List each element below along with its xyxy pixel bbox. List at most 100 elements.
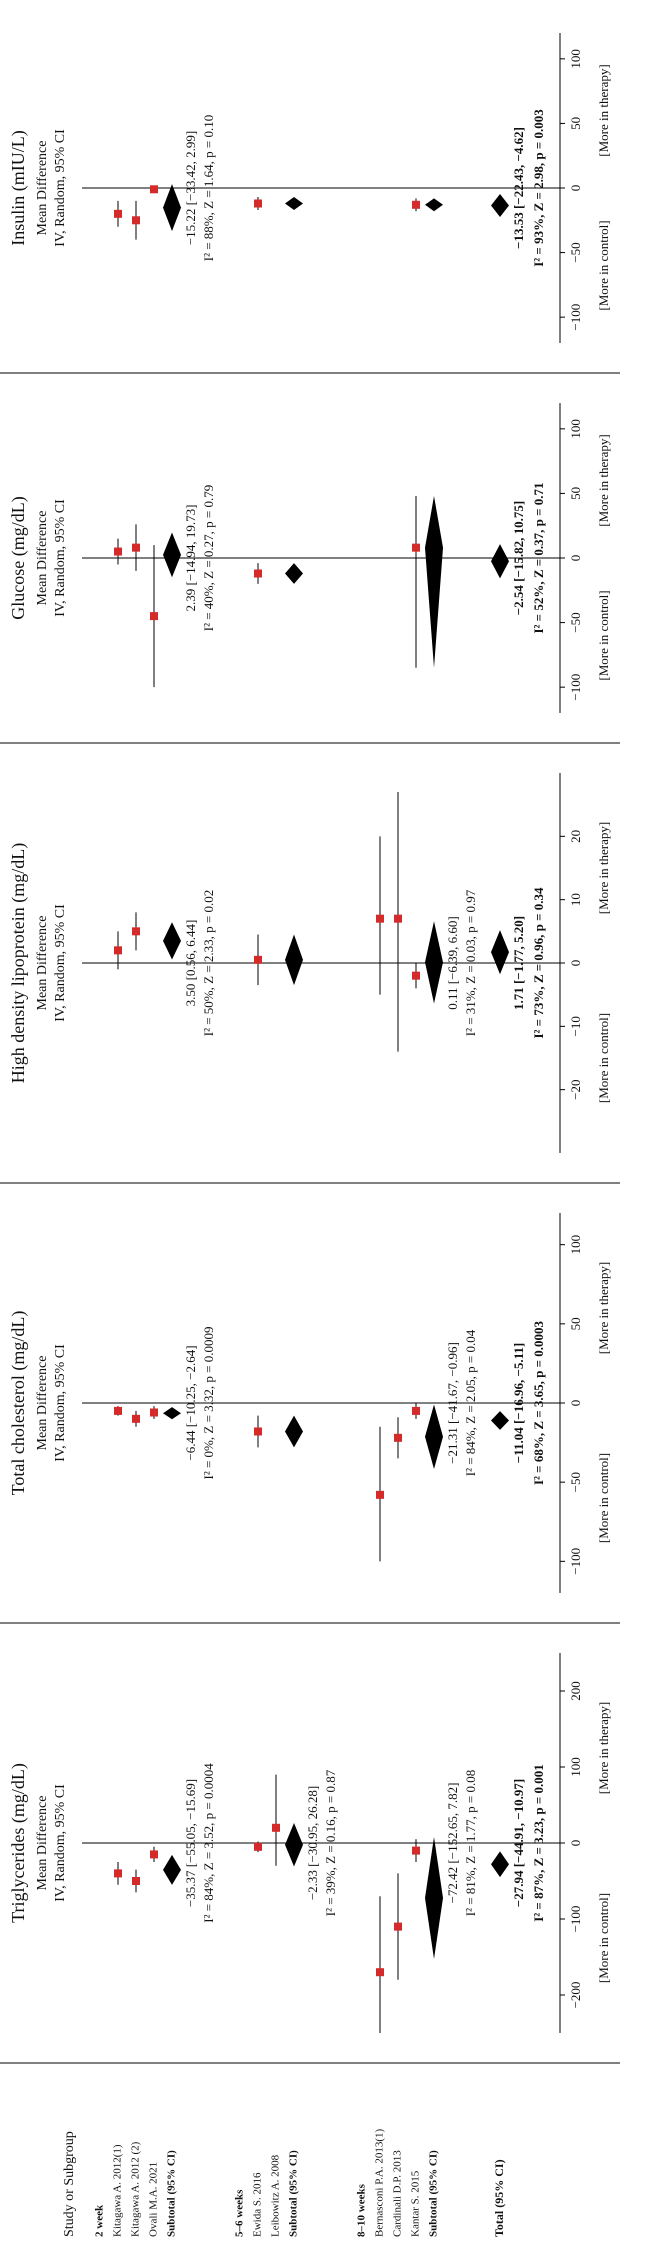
summary-stats: I² = 50%, Z = 2.33, p = 0.02: [201, 890, 216, 1037]
subtotal-label: Subtotal (95% CI): [166, 2150, 178, 2237]
direction-label: [More in control]: [596, 220, 611, 310]
x-tick-label: 0: [568, 1840, 583, 1847]
summary-diamond: [491, 1411, 509, 1430]
summary-stats: I² = 84%, Z = 3.52, p = 0.0004: [201, 1763, 216, 1923]
study-marker: [394, 914, 402, 923]
summary-diamond: [491, 1851, 509, 1878]
summary-stats: I² = 87%, Z = 3.23, p = 0.001: [531, 1764, 546, 1922]
direction-label: [More in control]: [596, 1893, 611, 1983]
panel-title: Total cholesterol (mg/dL): [8, 1311, 29, 1496]
x-tick-label: 100: [568, 1757, 583, 1777]
study-label: Ovali M.A. 2021: [148, 2162, 160, 2237]
panel-subtitle: Mean Difference: [35, 916, 50, 1011]
study-marker: [254, 1842, 262, 1851]
x-tick-label: −100: [568, 674, 583, 701]
summary-label: −21.31 [−41.67, −0.96]: [445, 1342, 460, 1464]
study-marker: [412, 1406, 420, 1415]
direction-label: [More in therapy]: [596, 434, 611, 526]
study-marker: [376, 1490, 384, 1499]
study-marker: [132, 1414, 140, 1423]
summary-label: −2.33 [−30.95, 26.28]: [305, 1786, 320, 1900]
summary-diamond: [163, 1854, 181, 1885]
x-tick-label: 0: [568, 555, 583, 562]
summary-diamond: [425, 921, 443, 1004]
x-tick-label: 0: [568, 185, 583, 192]
study-label: Kitagawa A. 2012(1): [112, 2144, 124, 2237]
summary-stats: I² = 81%, Z = 1.77, p = 0.08: [463, 1770, 478, 1917]
summary-label: −13.53 [−22.43, −4.62]: [511, 127, 526, 249]
summary-label: −15.22 [−33.42, 2.99]: [183, 131, 198, 245]
study-marker: [114, 1406, 122, 1415]
summary-stats: I² = 0%, Z = 3.32, p = 0.0009: [201, 1327, 216, 1480]
summary-diamond: [163, 1407, 181, 1420]
x-tick-label: 50: [568, 117, 583, 130]
study-marker: [254, 199, 262, 208]
panel-title: Insulin (mIU/L): [8, 130, 29, 245]
group-label: 8–10 weeks: [356, 2183, 368, 2237]
direction-label: [More in therapy]: [596, 1262, 611, 1354]
x-tick-label: 20: [568, 830, 583, 843]
study-marker: [114, 209, 122, 218]
summary-label: 0.11 [−6.39, 6.60]: [445, 916, 460, 1010]
study-marker: [150, 1408, 158, 1417]
x-tick-label: 100: [568, 49, 583, 69]
panel-subtitle: Mean Difference: [35, 511, 50, 606]
summary-diamond: [425, 198, 443, 212]
direction-label: [More in control]: [596, 1453, 611, 1543]
summary-diamond: [425, 1837, 443, 1960]
summary-label: −72.42 [−152.65, 7.82]: [445, 1783, 460, 1904]
panel-method: IV, Random, 95% CI: [53, 1784, 68, 1902]
summary-stats: I² = 68%, Z = 3.65, p = 0.0003: [531, 1320, 546, 1485]
x-tick-label: −50: [568, 612, 583, 632]
study-marker: [150, 612, 158, 621]
summary-label: −27.94 [−44.91, −10.97]: [511, 1779, 526, 1907]
study-marker: [114, 547, 122, 556]
direction-label: [More in therapy]: [596, 822, 611, 914]
study-marker: [114, 946, 122, 955]
group-label: 5–6 weeks: [234, 2189, 246, 2237]
summary-diamond: [163, 532, 181, 578]
subtotal-label: Subtotal (95% CI): [428, 2150, 440, 2237]
summary-label: 1.71 [−1.77, 5.20]: [511, 916, 526, 1010]
study-label: Leibowitz A. 2008: [270, 2154, 282, 2237]
summary-label: 3.50 [0.56, 6.44]: [183, 920, 198, 1007]
x-tick-label: 200: [568, 1681, 583, 1701]
study-label: Kitagawa A. 2012 (2): [130, 2141, 142, 2237]
study-marker: [412, 200, 420, 209]
summary-diamond: [285, 197, 303, 210]
panel-subtitle: Mean Difference: [35, 141, 50, 236]
study-marker: [114, 1869, 122, 1878]
x-tick-label: 100: [568, 419, 583, 439]
study-marker: [412, 1846, 420, 1855]
panel-subtitle: Mean Difference: [35, 1356, 50, 1451]
study-marker: [150, 185, 158, 194]
panel-method: IV, Random, 95% CI: [53, 904, 68, 1022]
summary-stats: I² = 52%, Z = 0.37, p = 0.71: [531, 482, 546, 633]
x-tick-label: −200: [568, 1982, 583, 2009]
panel-title: High density lipoprotein (mg/dL): [8, 843, 29, 1083]
study-marker: [132, 927, 140, 936]
summary-label: −2.54 [−15.82, 10.75]: [511, 501, 526, 615]
summary-diamond: [491, 193, 509, 217]
study-marker: [412, 543, 420, 552]
summary-stats: I² = 88%, Z = 1.64, p = 0.10: [201, 115, 216, 262]
x-tick-label: 0: [568, 960, 583, 967]
summary-stats: I² = 40%, Z = 0.27, p = 0.79: [201, 485, 216, 632]
x-tick-label: 50: [568, 1317, 583, 1330]
study-marker: [412, 971, 420, 980]
summary-stats: I² = 31%, Z = 0.03, p = 0.97: [463, 889, 478, 1036]
panel-title: Triglycerides (mg/dL): [8, 1763, 29, 1923]
x-tick-label: 100: [568, 1235, 583, 1255]
x-tick-label: 10: [568, 893, 583, 906]
summary-diamond: [491, 930, 509, 975]
subtotal-label: Subtotal (95% CI): [288, 2150, 300, 2237]
panel-method: IV, Random, 95% CI: [53, 1344, 68, 1462]
summary-stats: I² = 39%, Z = 0.16, p = 0.87: [323, 1769, 338, 1916]
x-tick-label: 0: [568, 1400, 583, 1407]
study-marker: [254, 955, 262, 964]
panel-method: IV, Random, 95% CI: [53, 129, 68, 247]
summary-diamond: [425, 496, 443, 668]
x-tick-label: −50: [568, 1472, 583, 1492]
x-tick-label: −100: [568, 1548, 583, 1575]
x-tick-label: −100: [568, 1906, 583, 1933]
